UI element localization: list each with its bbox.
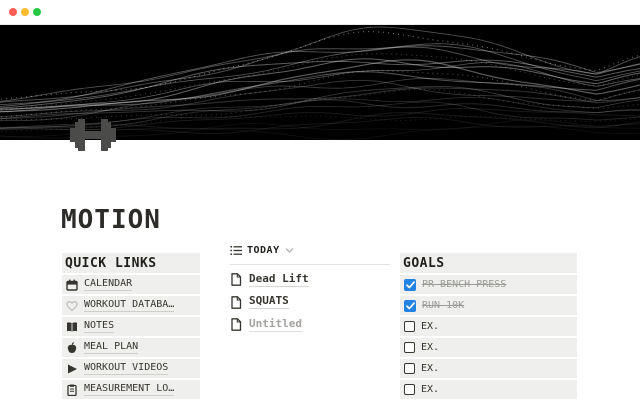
clipboard-icon <box>66 384 78 396</box>
quick-link-label: NOTES <box>84 320 115 333</box>
list-view-icon <box>230 244 242 256</box>
today-view-label: TODAY <box>247 244 280 256</box>
quick-link-row[interactable]: CALENDAR <box>62 275 200 294</box>
goals-column: GOALS PR BENCH PRESS RUN 10K EX. EX. EX. EX. <box>400 253 577 401</box>
goal-row[interactable]: PR BENCH PRESS <box>400 275 577 294</box>
today-list: Dead Lift SQUATS Untitled <box>230 269 390 336</box>
page-title[interactable]: MOTION <box>61 205 161 236</box>
goal-label[interactable]: EX. <box>421 342 440 353</box>
today-divider <box>230 264 390 265</box>
close-button[interactable] <box>9 8 17 16</box>
goal-row[interactable]: EX. <box>400 338 577 357</box>
goals-list: PR BENCH PRESS RUN 10K EX. EX. EX. EX. <box>400 275 577 399</box>
goal-row[interactable]: EX. <box>400 317 577 336</box>
today-item-label: SQUATS <box>249 295 289 310</box>
today-item[interactable]: Dead Lift <box>230 269 390 291</box>
page-icon <box>230 318 242 332</box>
goal-label[interactable]: RUN 10K <box>422 300 465 311</box>
quick-link-row[interactable]: MEAL PLAN <box>62 338 200 357</box>
checkbox[interactable] <box>404 321 415 332</box>
quick-link-row[interactable]: MEASUREMENT LO… <box>62 380 200 399</box>
quick-link-label: MEAL PLAN <box>84 341 139 354</box>
zoom-button[interactable] <box>33 8 41 16</box>
quick-link-label: CALENDAR <box>84 278 133 291</box>
checkbox[interactable] <box>404 384 415 395</box>
page-icon <box>230 295 242 309</box>
today-item[interactable]: Untitled <box>230 314 390 336</box>
apple-icon <box>66 341 78 354</box>
today-item[interactable]: SQUATS <box>230 292 390 314</box>
book-icon <box>66 321 78 333</box>
goal-row[interactable]: RUN 10K <box>400 296 577 315</box>
goal-label[interactable]: EX. <box>421 363 440 374</box>
dumbbell-icon[interactable] <box>70 119 116 151</box>
play-icon <box>66 363 78 375</box>
goal-row[interactable]: EX. <box>400 359 577 378</box>
goal-label[interactable]: EX. <box>421 321 440 332</box>
quick-link-label: WORKOUT VIDEOS <box>84 362 169 375</box>
quick-link-label: WORKOUT DATABA… <box>84 299 175 312</box>
quick-link-label: MEASUREMENT LO… <box>84 383 175 396</box>
goal-label[interactable]: PR BENCH PRESS <box>422 279 507 290</box>
today-item-label: Untitled <box>249 317 302 332</box>
goal-row[interactable]: EX. <box>400 380 577 399</box>
checkbox[interactable] <box>404 363 415 374</box>
window-titlebar <box>0 0 640 25</box>
quick-links-column: QUICK LINKS CALENDAR WORKOUT DATABA… NOTES… <box>62 253 200 401</box>
page-icon <box>230 273 242 287</box>
goal-label[interactable]: EX. <box>421 384 440 395</box>
checkbox[interactable] <box>404 342 415 353</box>
minimize-button[interactable] <box>21 8 29 16</box>
heart-icon <box>66 300 78 312</box>
checkbox[interactable] <box>404 278 416 291</box>
quick-link-row[interactable]: WORKOUT VIDEOS <box>62 359 200 378</box>
today-column: TODAY Dead Lift SQUATS Untitled <box>230 243 390 336</box>
checkbox[interactable] <box>404 299 416 312</box>
quick-links-header: QUICK LINKS <box>62 253 200 273</box>
quick-link-row[interactable]: WORKOUT DATABA… <box>62 296 200 315</box>
quick-link-row[interactable]: NOTES <box>62 317 200 336</box>
quick-links-list: CALENDAR WORKOUT DATABA… NOTES MEAL PLAN WOR… <box>62 275 200 399</box>
today-view-toggle[interactable]: TODAY <box>230 243 390 257</box>
chevron-down-icon[interactable] <box>285 247 294 254</box>
goals-header: GOALS <box>400 253 577 273</box>
today-item-label: Dead Lift <box>249 272 309 287</box>
calendar-icon <box>66 279 78 291</box>
